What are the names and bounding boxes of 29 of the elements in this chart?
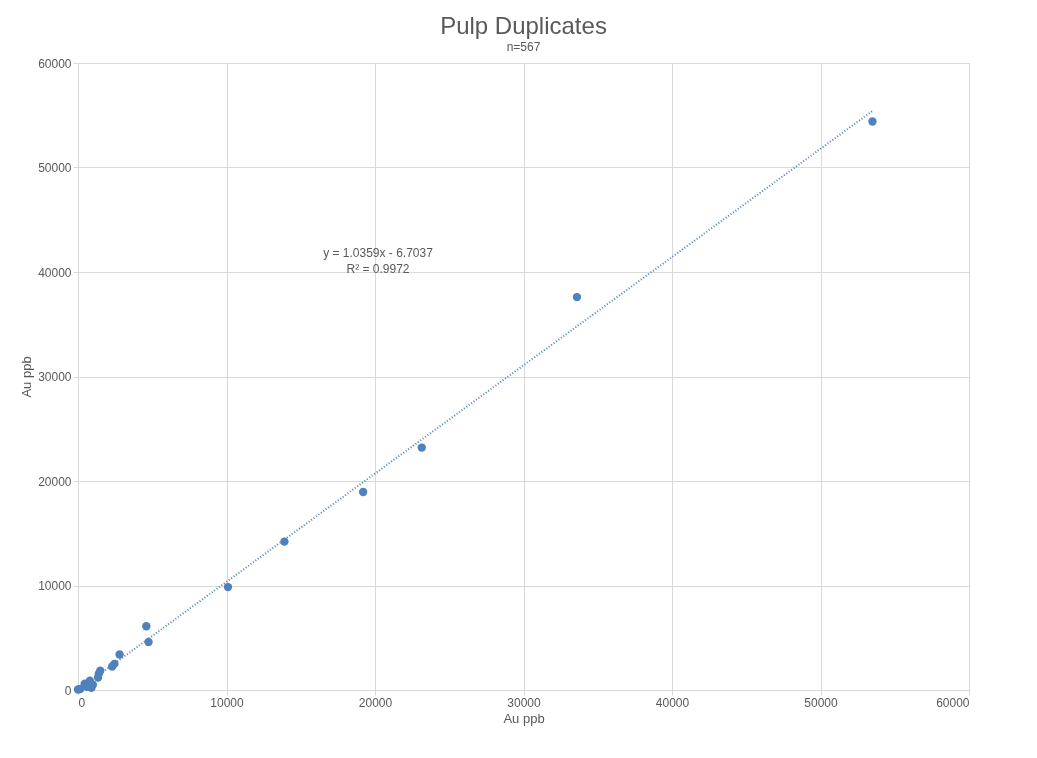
x-tick-label: 20000 <box>358 695 393 710</box>
y-tick-label: 30000 <box>38 370 72 384</box>
y-tick-label: 10000 <box>38 579 72 593</box>
point <box>115 650 124 659</box>
x-tick-label: 10000 <box>210 695 245 710</box>
point <box>572 292 582 302</box>
point <box>142 622 151 631</box>
point <box>358 487 368 497</box>
point <box>144 637 153 647</box>
y-tick-label: 20000 <box>38 474 72 489</box>
annotation: R² = 0.9972 <box>346 262 410 276</box>
point <box>223 582 233 592</box>
point <box>93 673 103 682</box>
x-axis-title: Au ppb <box>503 710 545 726</box>
point <box>417 443 426 452</box>
x-tick-label: 30000 <box>507 695 542 710</box>
chart-subtitle: n=567 <box>506 40 541 54</box>
x-tick-label: 50000 <box>804 695 839 710</box>
annotation: y = 1.0359x - 6.7037 <box>323 246 434 260</box>
y-tick-label: 0 <box>64 683 72 698</box>
x-tick-label: 40000 <box>655 695 690 710</box>
y-tick-label: 40000 <box>38 265 72 280</box>
chart-title: Pulp Duplicates <box>440 12 607 39</box>
x-tick-label: 0 <box>78 695 86 710</box>
y-tick-label: 60000 <box>38 56 72 71</box>
y-tick-label: 50000 <box>38 161 72 175</box>
point <box>868 117 877 126</box>
y-axis-title: Au ppb <box>19 356 35 398</box>
x-tick-label: 60000 <box>936 695 970 710</box>
